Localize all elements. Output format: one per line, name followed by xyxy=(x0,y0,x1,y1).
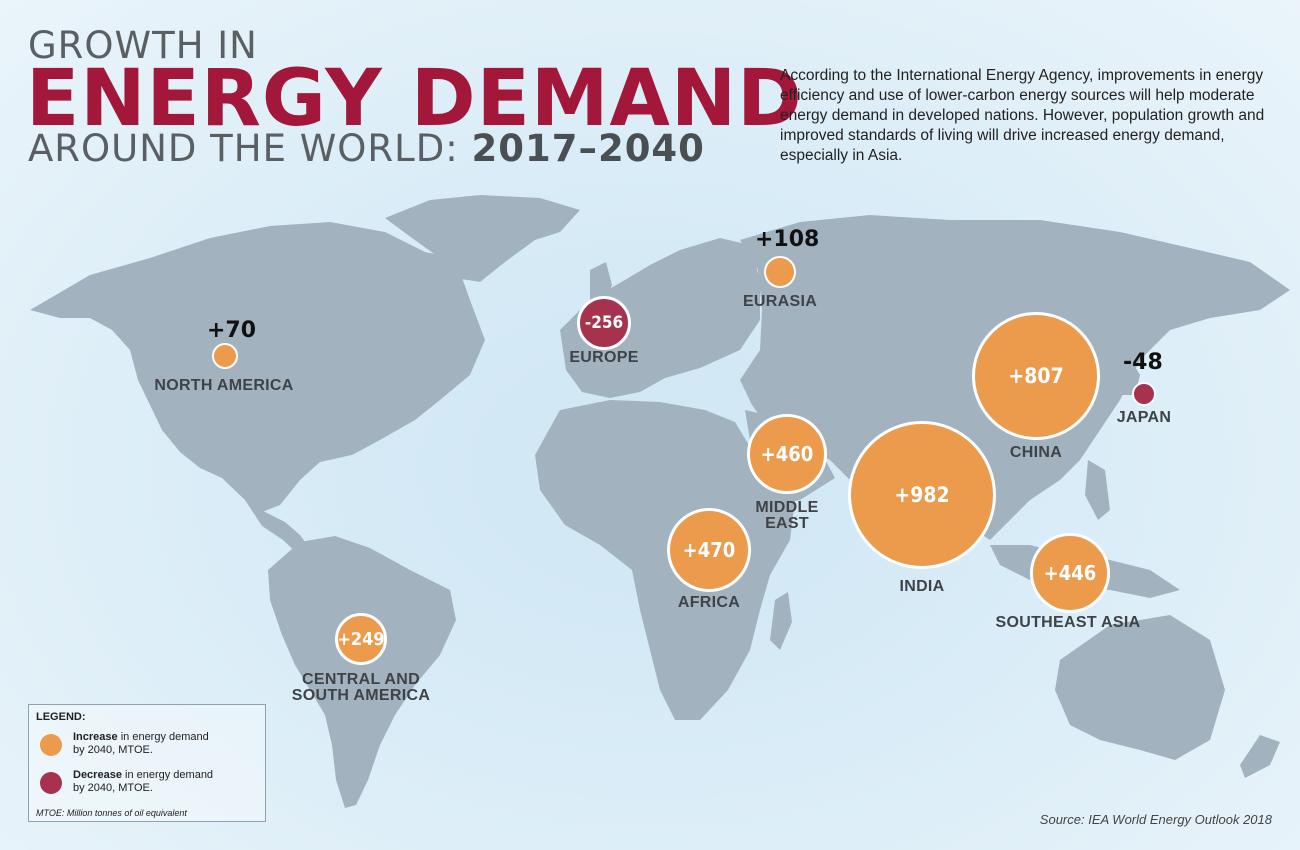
increase-swatch xyxy=(40,734,62,756)
europe-bubble: -256 xyxy=(577,296,631,350)
japan-landmass xyxy=(1110,345,1140,395)
legend-note: MTOE: Million tonnes of oil equivalent xyxy=(36,808,187,818)
greenland-landmass xyxy=(385,195,580,282)
central-south-america-label-line-1: CENTRAL AND xyxy=(302,671,420,688)
europe-label: EUROPE xyxy=(569,349,639,366)
africa-bubble: +470 xyxy=(667,508,751,592)
title-line-3-text: AROUND THE WORLD: xyxy=(28,127,472,170)
central-america-landmass xyxy=(245,500,312,556)
north-america-value: +70 xyxy=(207,318,257,343)
southeast-asia-bubble: +446 xyxy=(1030,533,1110,613)
eurasia-value: +108 xyxy=(755,227,820,252)
south-america-landmass xyxy=(268,536,456,808)
title-line-3: AROUND THE WORLD: 2017–2040 xyxy=(28,127,705,170)
philippines-landmass xyxy=(1085,460,1110,520)
title-line-1: GROWTH IN xyxy=(28,24,258,67)
legend-increase-line-2: by 2040, MTOE. xyxy=(73,744,153,756)
middle-east-label: MIDDLE EAST xyxy=(737,500,837,532)
china-label: CHINA xyxy=(1009,444,1063,461)
legend-decrease-text: Decrease in energy demand by 2040, MTOE. xyxy=(73,769,213,795)
legend-item-decrease: Decrease in energy demand by 2040, MTOE. xyxy=(40,769,213,795)
middle-east-bubble: +460 xyxy=(747,414,827,494)
central-south-america-label: CENTRAL AND SOUTH AMERICA xyxy=(268,672,454,704)
eurasia-label: EURASIA xyxy=(742,293,818,310)
central-south-america-bubble: +249 xyxy=(335,613,387,665)
legend-decrease-bold: Decrease xyxy=(73,769,122,781)
legend: LEGEND: Increase in energy demand by 204… xyxy=(28,704,266,822)
china-bubble: +807 xyxy=(972,312,1100,440)
source-note: Source: IEA World Energy Outlook 2018 xyxy=(1039,812,1272,827)
legend-decrease-rest: in energy demand xyxy=(121,769,214,781)
southeast-asia-label: SOUTHEAST ASIA xyxy=(995,614,1141,631)
europe-landmass xyxy=(560,238,760,398)
legend-increase-bold: Increase xyxy=(73,731,118,743)
legend-decrease-line-2: by 2040, MTOE. xyxy=(73,782,153,794)
central-south-america-label-line-2: SOUTH AMERICA xyxy=(291,687,431,704)
eurasia-bubble xyxy=(764,256,796,288)
australia-landmass xyxy=(1055,615,1225,760)
new-zealand-landmass xyxy=(1240,735,1280,778)
north-america-label: NORTH AMERICA xyxy=(154,377,294,394)
madagascar-landmass xyxy=(770,592,792,650)
africa-label: AFRICA xyxy=(677,594,741,611)
uk-landmass xyxy=(590,262,612,305)
india-label: INDIA xyxy=(899,578,945,595)
page-title: ENERGY DEMAND xyxy=(26,54,803,144)
legend-title: LEGEND: xyxy=(36,711,86,723)
japan-bubble xyxy=(1132,382,1156,406)
india-bubble: +982 xyxy=(848,421,996,569)
decrease-swatch xyxy=(40,772,62,794)
north-america-bubble xyxy=(212,343,238,369)
title-years: 2017–2040 xyxy=(471,127,705,170)
middle-east-label-line-2: EAST xyxy=(765,515,809,532)
intro-paragraph: According to the International Energy Ag… xyxy=(780,67,1265,164)
north-america-landmass xyxy=(30,222,485,512)
japan-value: -48 xyxy=(1123,350,1163,375)
japan-label: JAPAN xyxy=(1116,409,1172,426)
legend-increase-rest: in energy demand xyxy=(117,731,209,743)
middle-east-label-line-1: MIDDLE xyxy=(755,499,819,516)
legend-item-increase: Increase in energy demand by 2040, MTOE. xyxy=(40,731,209,757)
legend-increase-text: Increase in energy demand by 2040, MTOE. xyxy=(73,731,209,757)
africa-landmass xyxy=(535,400,795,720)
